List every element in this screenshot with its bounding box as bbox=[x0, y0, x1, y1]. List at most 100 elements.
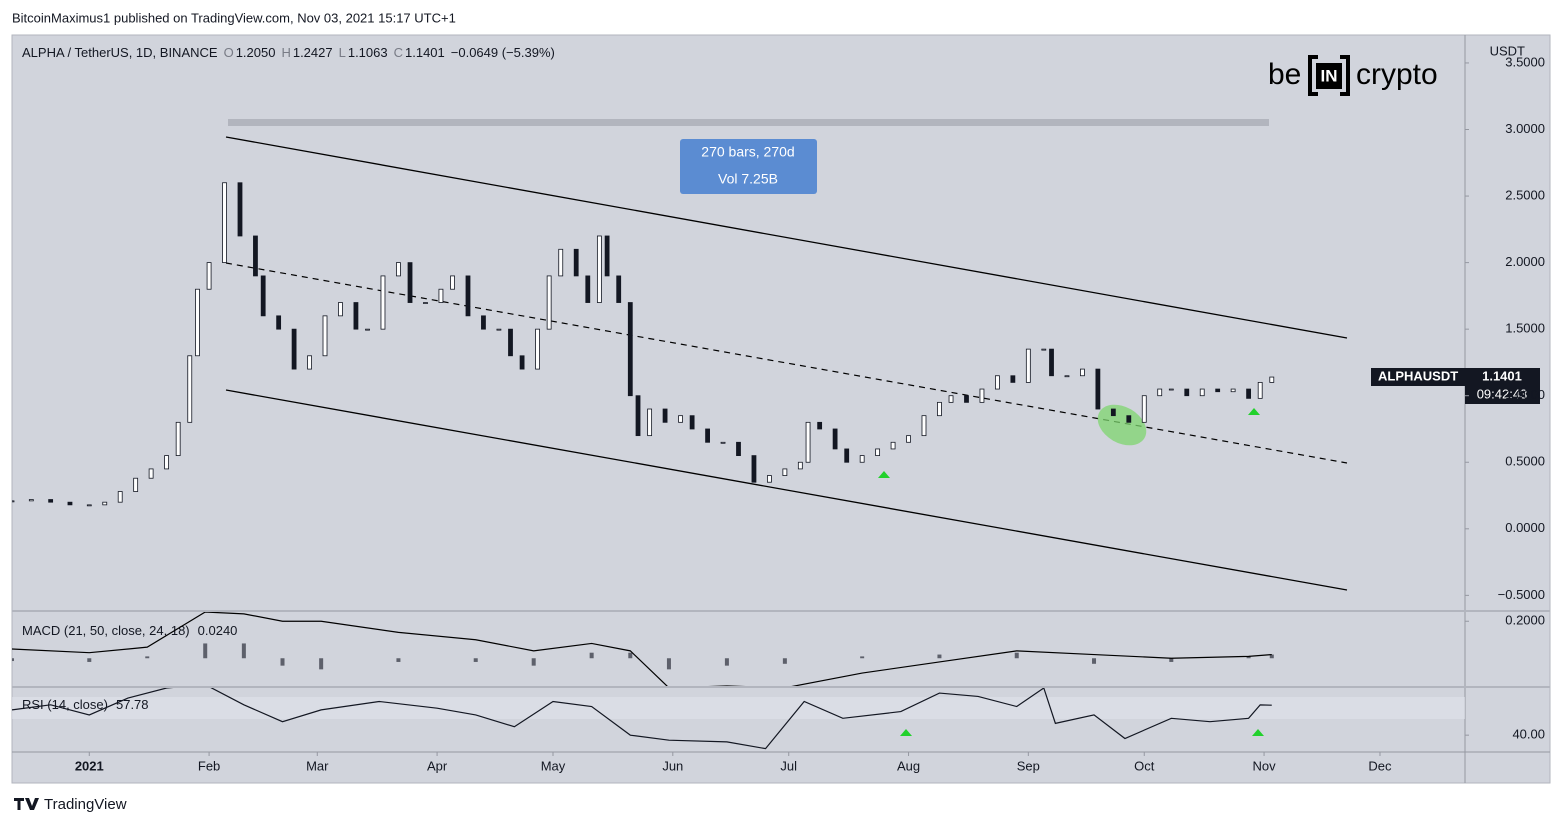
measure-volume: Vol 7.25B bbox=[718, 171, 778, 187]
macd-histogram-bar bbox=[589, 652, 594, 659]
logo-text: be bbox=[1268, 58, 1301, 91]
macd-histogram-bar bbox=[628, 652, 633, 659]
y-unit: USDT bbox=[1490, 43, 1525, 58]
pane bbox=[12, 688, 1272, 750]
candle bbox=[890, 441, 896, 450]
symbol-tag bbox=[1371, 368, 1465, 386]
candle bbox=[767, 475, 772, 483]
candle bbox=[736, 441, 741, 457]
candle bbox=[647, 408, 653, 437]
macd-histogram-bar bbox=[241, 643, 246, 659]
candle bbox=[1126, 415, 1132, 423]
candle bbox=[596, 235, 602, 303]
candle bbox=[450, 275, 455, 290]
candle bbox=[338, 302, 343, 317]
candle bbox=[465, 275, 471, 317]
candle bbox=[705, 428, 710, 443]
macd-histogram-bar bbox=[473, 658, 478, 662]
candle bbox=[635, 395, 641, 437]
x-tick-label: Aug bbox=[897, 758, 920, 773]
channel-upper bbox=[225, 136, 1348, 339]
candle bbox=[1269, 376, 1275, 383]
candle bbox=[906, 435, 911, 443]
candle bbox=[423, 302, 428, 304]
macd-histogram-bar bbox=[724, 658, 729, 666]
candle bbox=[48, 499, 54, 503]
candle bbox=[67, 501, 73, 506]
x-tick-label: Mar bbox=[306, 758, 329, 773]
macd-histogram-bar bbox=[1169, 658, 1174, 662]
y-tick-label: 2.5000 bbox=[1505, 187, 1545, 202]
resistance-band bbox=[228, 119, 1269, 126]
measure-box bbox=[680, 139, 817, 194]
candle bbox=[751, 455, 757, 483]
candle bbox=[921, 415, 927, 437]
price-tag bbox=[1465, 368, 1540, 404]
candle bbox=[1080, 368, 1085, 377]
x-tick-label: 2021 bbox=[75, 758, 104, 773]
candle bbox=[481, 315, 486, 330]
candle bbox=[1230, 388, 1236, 393]
candle bbox=[380, 275, 386, 330]
candle bbox=[322, 315, 328, 357]
legend-value: 1.2050 bbox=[236, 45, 276, 60]
macd-histogram-bar bbox=[1092, 658, 1097, 664]
macd-histogram-bar bbox=[860, 656, 865, 659]
footer-text: TradingView bbox=[44, 796, 127, 813]
candle bbox=[438, 288, 444, 303]
candle bbox=[237, 182, 243, 237]
candle bbox=[253, 235, 258, 277]
legend-key: C bbox=[394, 45, 403, 60]
legend-change: −0.0649 (−5.39%) bbox=[451, 45, 555, 60]
candle bbox=[1010, 375, 1016, 383]
legend-value: 1.1063 bbox=[348, 45, 388, 60]
candle bbox=[964, 395, 969, 403]
logo-text: crypto bbox=[1356, 58, 1438, 91]
legend-key: O bbox=[224, 45, 234, 60]
candle bbox=[1049, 348, 1054, 377]
candle bbox=[1095, 368, 1101, 410]
x-tick-label: Jun bbox=[662, 758, 683, 773]
rsi-title: RSI (14, close) 57.78 bbox=[22, 697, 149, 712]
candle bbox=[616, 275, 622, 303]
x-tick-label: Nov bbox=[1252, 758, 1276, 773]
legend-key: H bbox=[281, 45, 290, 60]
candle bbox=[164, 455, 169, 470]
candle bbox=[291, 328, 297, 370]
candle bbox=[1257, 381, 1263, 399]
candle bbox=[948, 395, 954, 403]
macd-histogram-bar bbox=[531, 658, 536, 666]
y-tick-label: 3.5000 bbox=[1505, 54, 1545, 69]
footer-logo bbox=[14, 798, 39, 810]
candle bbox=[1110, 408, 1116, 417]
channel-lower bbox=[225, 389, 1348, 591]
candle bbox=[496, 328, 502, 331]
macd-histogram-bar bbox=[1014, 652, 1019, 659]
rsi-title-text: RSI (14, close) bbox=[22, 697, 108, 712]
x-tick-label: Apr bbox=[427, 758, 448, 773]
pane bbox=[12, 612, 1274, 686]
candle bbox=[187, 355, 193, 423]
macd-histogram-bar bbox=[666, 658, 671, 670]
macd-histogram-bar bbox=[1246, 656, 1251, 659]
macd-title: MACD (21, 50, close, 24, 18) 0.0240 bbox=[22, 623, 237, 638]
candle bbox=[1184, 388, 1190, 397]
candle bbox=[535, 328, 540, 370]
candle bbox=[797, 461, 803, 470]
y-tick-label: 0.2000 bbox=[1505, 613, 1545, 628]
candle bbox=[859, 455, 865, 463]
candle bbox=[844, 448, 850, 463]
macd-histogram-bar bbox=[1269, 654, 1274, 659]
candle bbox=[276, 315, 282, 330]
candle bbox=[995, 375, 1000, 390]
y-tick-label: 1.5000 bbox=[1505, 321, 1545, 336]
candle bbox=[86, 504, 92, 507]
candle bbox=[148, 468, 154, 479]
candle bbox=[195, 288, 200, 357]
candle bbox=[573, 248, 579, 277]
candle bbox=[832, 428, 838, 450]
macd-histogram-bar bbox=[937, 654, 942, 659]
logo-box bbox=[1316, 63, 1342, 89]
candle bbox=[307, 355, 312, 370]
rsi-current: 57.78 bbox=[116, 697, 149, 712]
